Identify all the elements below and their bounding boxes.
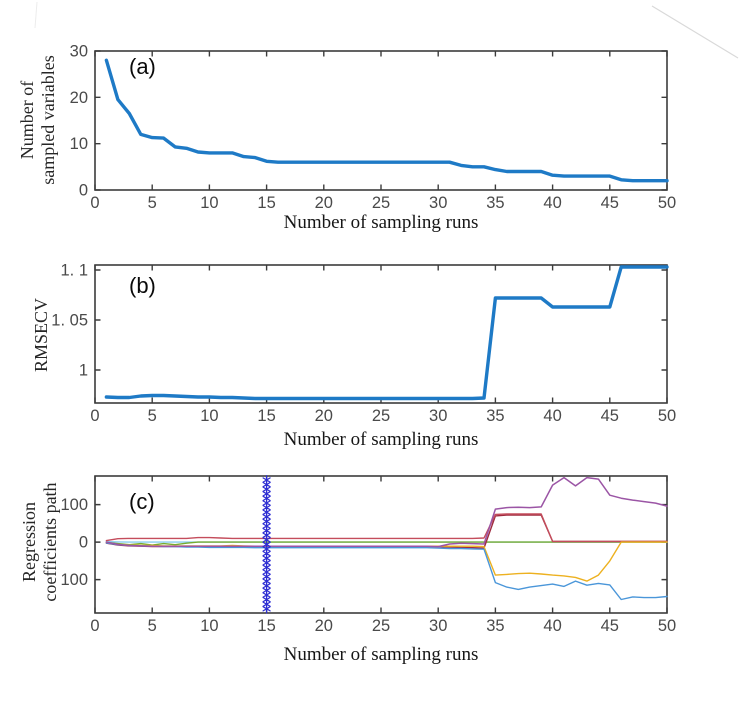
subplot-b-x-tick-label: 20 xyxy=(315,407,333,425)
ylabel-c-line2: coefficients path xyxy=(40,482,60,602)
ylabel-b-line1: RMSECV xyxy=(31,297,51,373)
subplot-b-ticks xyxy=(94,265,668,403)
subplot-c-x-tick-label: 35 xyxy=(486,617,504,635)
subplot-a-x-tick-label: 10 xyxy=(200,194,218,212)
subplot-b-x-tick-label: 50 xyxy=(658,407,676,425)
series-coef-purple xyxy=(105,476,668,548)
subplot-a-frame xyxy=(94,50,668,191)
xlabel-subplot-c: Number of sampling runs xyxy=(283,644,479,665)
ylabel-c-line1: Regression xyxy=(19,502,39,582)
subplot-a-x-tick-label: 25 xyxy=(372,194,390,212)
ylabel-subplot-c: Regression coefficients path xyxy=(19,437,61,647)
ylabel-a-line1: Number of xyxy=(17,80,37,160)
ylabel-subplot-b: RMSECV xyxy=(30,255,52,415)
subplot-tag-a: (a) xyxy=(129,54,156,79)
subplot-b-x-tick-label: 25 xyxy=(372,407,390,425)
subplot-a-x-tick-label: 50 xyxy=(658,194,676,212)
series-coef-green xyxy=(105,541,668,546)
xlabel-subplot-a: Number of sampling runs xyxy=(283,212,479,233)
series-coef-red xyxy=(105,513,668,543)
subplot-a-x-tick-label: 5 xyxy=(148,194,157,212)
subplot-c-x-tick-label: 15 xyxy=(257,617,275,635)
ylabel-a-line2: sampled variables xyxy=(38,55,58,185)
subplot-b-y-tick-label: 1. 05 xyxy=(51,312,88,330)
subplot-a-x-tick-label: 0 xyxy=(90,194,99,212)
subplot-c-y-tick-label: 100 xyxy=(60,571,88,589)
series-rmsecv xyxy=(104,265,669,401)
subplot-b-x-tick-label: 45 xyxy=(601,407,619,425)
subplot-a-x-tick-label: 40 xyxy=(543,194,561,212)
subplot-tag-c: (c) xyxy=(129,489,155,514)
subplot-b-x-tick-label: 30 xyxy=(429,407,447,425)
subplot-a-y-tick-label: 30 xyxy=(70,43,88,61)
subplot-a-x-tick-label: 20 xyxy=(315,194,333,212)
subplot-b-x-tick-label: 0 xyxy=(90,407,99,425)
subplot-c-x-tick-label: 50 xyxy=(658,617,676,635)
subplot-a-y-tick-label: 10 xyxy=(70,135,88,153)
subplot-a-x-tick-label: 45 xyxy=(601,194,619,212)
subplot-c-x-tick-label: 40 xyxy=(543,617,561,635)
subplot-c-x-tick-label: 25 xyxy=(372,617,390,635)
subplot-c-x-tick-label: 45 xyxy=(601,617,619,635)
ylabel-subplot-a: Number of sampled variables xyxy=(17,20,59,220)
subplot-c-x-tick-label: 30 xyxy=(429,617,447,635)
subplot-b-x-tick-label: 35 xyxy=(486,407,504,425)
subplot-a-x-tick-label: 35 xyxy=(486,194,504,212)
series-number-of-sampled-variables xyxy=(104,58,669,183)
subplot-c-x-tick-label: 20 xyxy=(315,617,333,635)
subplot-b-y-tick-label: 1 xyxy=(79,362,88,380)
subplot-a-y-tick-label: 20 xyxy=(70,89,88,107)
subplot-a-y-tick-label: 0 xyxy=(79,182,88,200)
subplot-a-x-tick-label: 30 xyxy=(429,194,447,212)
subplot-c-y-tick-label: 100 xyxy=(60,496,88,514)
selected-sampling-run-marker xyxy=(262,475,271,614)
subplot-tag-b: (b) xyxy=(129,273,156,298)
xlabel-subplot-b: Number of sampling runs xyxy=(283,429,479,450)
subplot-c-y-tick-label: 0 xyxy=(79,534,88,552)
subplot-b-x-tick-label: 5 xyxy=(148,407,157,425)
subplot-b-y-tick-label: 1. 1 xyxy=(60,262,88,280)
subplot-a-ticks xyxy=(94,50,668,191)
subplot-b-frame xyxy=(94,264,668,404)
subplot-c-x-tick-label: 10 xyxy=(200,617,218,635)
subplot-a-x-tick-label: 15 xyxy=(257,194,275,212)
subplot-c-x-tick-label: 5 xyxy=(148,617,157,635)
subplot-b-x-tick-label: 15 xyxy=(257,407,275,425)
subplot-b-x-tick-label: 40 xyxy=(543,407,561,425)
scan-artifact-diagonal xyxy=(651,5,739,59)
scan-artifact-scratch xyxy=(34,1,38,29)
series-coef-blue xyxy=(105,542,668,601)
subplot-b-x-tick-label: 10 xyxy=(200,407,218,425)
subplot-c-x-tick-label: 0 xyxy=(90,617,99,635)
